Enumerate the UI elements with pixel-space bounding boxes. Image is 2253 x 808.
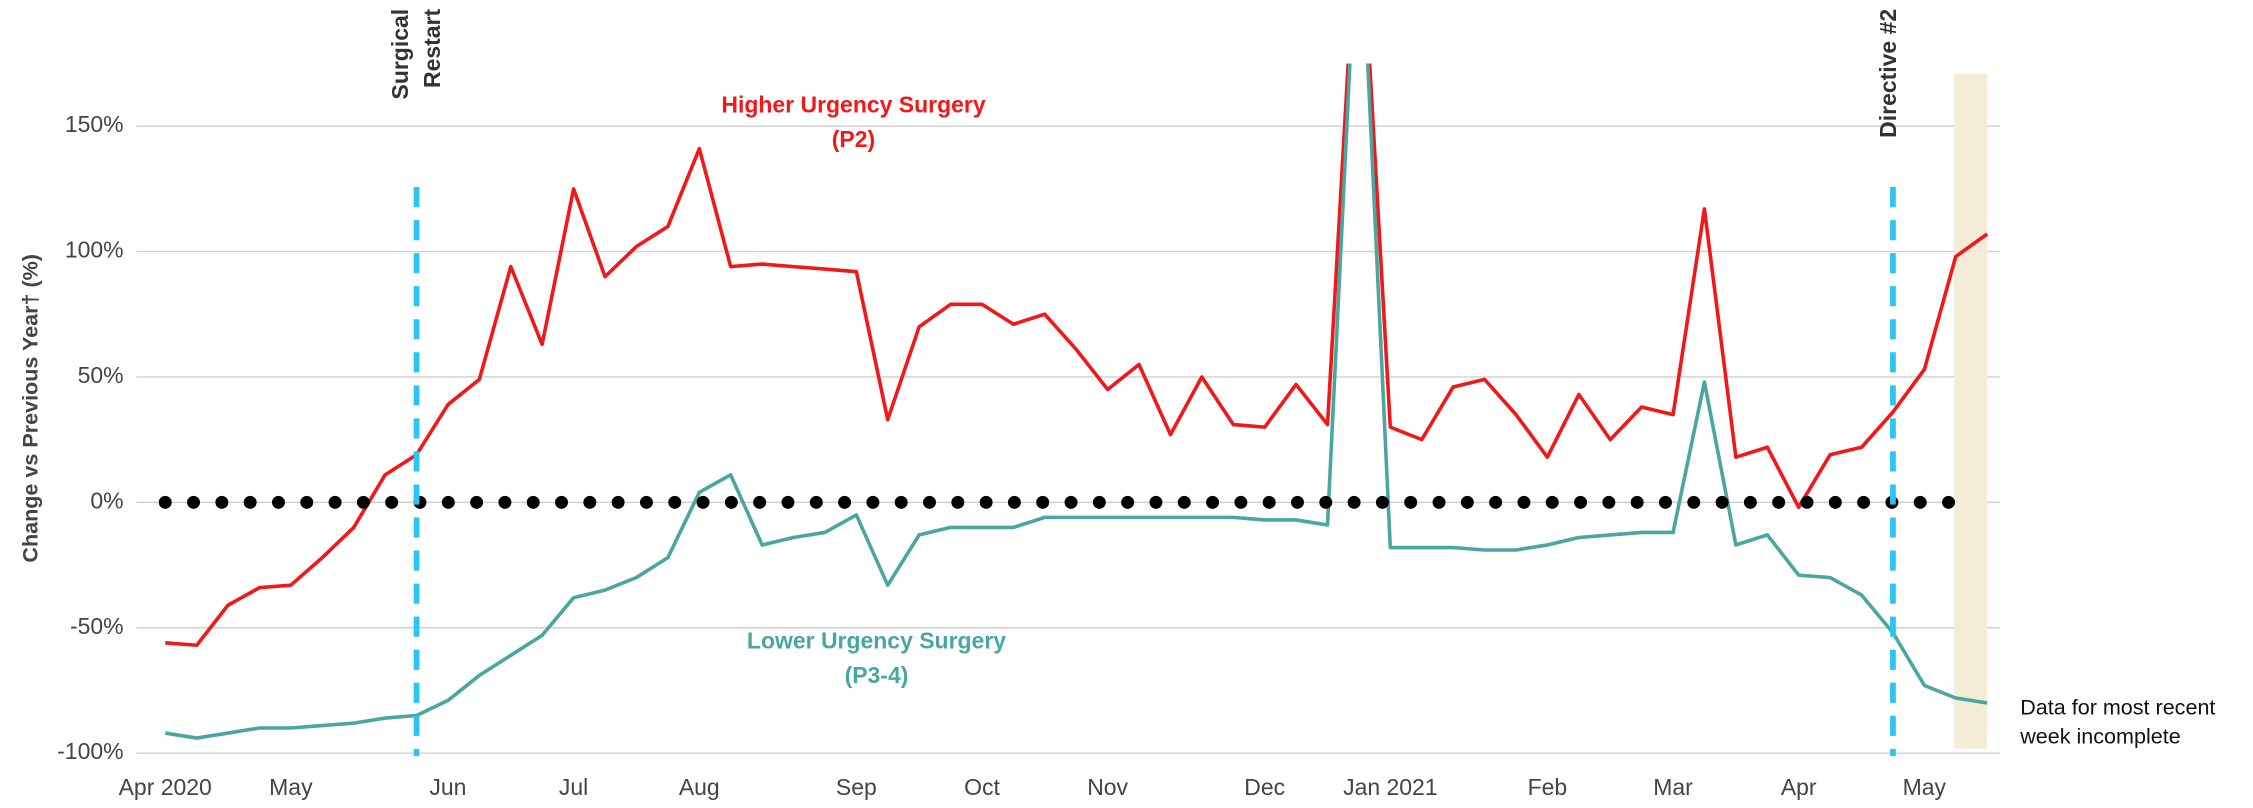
series-label: Lower Urgency Surgery (P3-4) (747, 628, 1006, 688)
y-tick-label: 150% (65, 111, 124, 137)
y-tick-label: -50% (70, 613, 124, 639)
x-tick-label: Sep (836, 774, 877, 800)
x-tick-label: May (1903, 774, 1947, 800)
x-tick-label: Oct (964, 774, 1000, 800)
x-tick-label: Jul (559, 774, 588, 800)
series-line (164, 63, 1988, 740)
x-tick-label: Jan 2021 (1343, 774, 1438, 800)
x-tick-label: Apr (1781, 774, 1817, 800)
x-tick-label: Dec (1244, 774, 1285, 800)
event-label: Directive #2 (1875, 9, 1901, 138)
series-label: Higher Urgency Surgery (P2) (721, 92, 985, 152)
plot-area (164, 63, 1989, 740)
x-tick-label: Apr 2020 (119, 774, 212, 800)
x-tick-label: Aug (679, 774, 720, 800)
series-line (165, 63, 1989, 648)
x-tick-label: May (269, 774, 313, 800)
x-tick-label: Nov (1087, 774, 1128, 800)
x-tick-label: Jun (429, 774, 466, 800)
event-label: Surgical Restart (387, 9, 445, 100)
y-tick-label: 100% (65, 237, 124, 263)
y-tick-label: 50% (78, 362, 124, 388)
x-tick-label: Mar (1653, 774, 1693, 800)
x-tick-label: Feb (1528, 774, 1568, 800)
note: Data for most recent week incomplete (2019, 694, 2215, 748)
y-tick-label: 0% (90, 487, 123, 513)
y-tick-label: -100% (57, 738, 123, 764)
y-axis-label: Change vs Previous Year† (%) (17, 254, 42, 563)
incomplete-shade (1954, 73, 1988, 749)
